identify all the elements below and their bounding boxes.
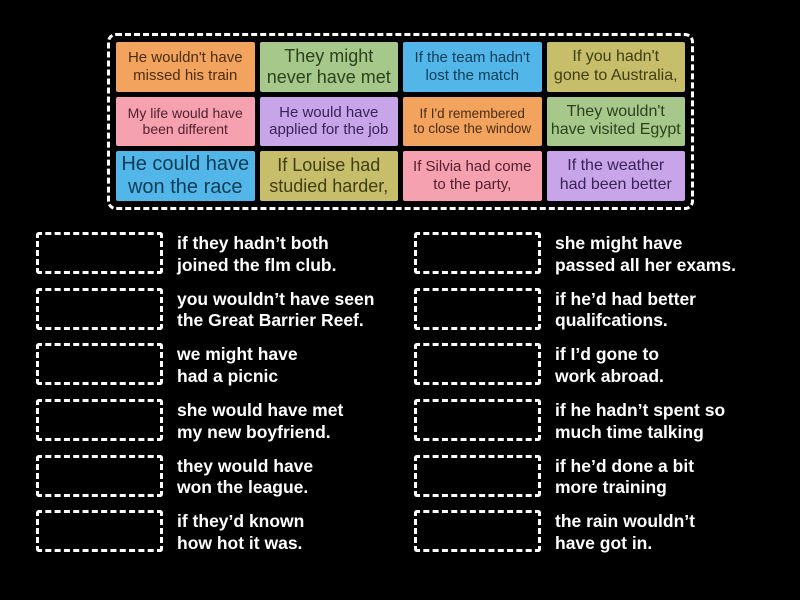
word-tile[interactable]: They wouldn't have visited Egypt	[546, 96, 685, 147]
match-row: if he’d had better qualifcations.	[414, 287, 736, 331]
tile-pool: He wouldn't have missed his train They m…	[107, 33, 694, 210]
match-row: we might have had a picnic	[36, 343, 374, 386]
answer-slot[interactable]	[36, 287, 163, 330]
answer-text: if he hadn’t spent so much time talking	[555, 400, 726, 442]
answer-text: the rain wouldn’t have got in.	[555, 511, 695, 553]
match-row: if he’d done a bit more training	[414, 454, 736, 498]
match-row: if they hadn’t both joined the flm club.	[36, 232, 374, 275]
answer-slot[interactable]	[414, 287, 541, 330]
answer-text: if they hadn’t both joined the flm club.	[177, 233, 337, 275]
answer-text: we might have had a picnic	[177, 344, 298, 386]
answer-slot[interactable]	[414, 232, 541, 274]
word-tile[interactable]: If Louise had studied harder,	[259, 151, 398, 201]
answer-text: if they’d known how hot it was.	[177, 511, 305, 553]
answer-slot[interactable]	[414, 399, 541, 442]
answer-slot[interactable]	[414, 510, 541, 553]
word-tile[interactable]: My life would have been different	[116, 96, 255, 147]
word-tile[interactable]: If I'd remembered to close the window	[403, 96, 542, 147]
answer-slot[interactable]	[36, 232, 163, 274]
word-tile[interactable]: He would have applied for the job	[259, 96, 398, 147]
answer-text: she would have met my new boyfriend.	[177, 400, 344, 442]
answer-text: you wouldn’t have seen the Great Barrier…	[177, 288, 375, 331]
match-row: if he hadn’t spent so much time talking	[414, 399, 736, 442]
match-row: they would have won the league.	[36, 454, 374, 498]
match-row: if I’d gone to work abroad.	[414, 343, 736, 386]
word-tile[interactable]: They might never have met	[259, 42, 398, 92]
match-row: if they’d known how hot it was.	[36, 510, 374, 553]
word-tile[interactable]: If Silvia had come to the party,	[403, 151, 542, 201]
word-tile[interactable]: If you hadn't gone to Australia,	[546, 42, 685, 92]
answer-text: if he’d done a bit more training	[555, 455, 695, 498]
word-tile[interactable]: He could have won the race	[116, 151, 255, 201]
answer-slot[interactable]	[36, 343, 163, 386]
answer-slot[interactable]	[414, 343, 541, 386]
answers-column-left: if they hadn’t both joined the flm club.…	[36, 232, 374, 566]
answer-slot[interactable]	[36, 399, 163, 442]
word-tile[interactable]: If the weather had been better	[546, 151, 685, 201]
match-row: the rain wouldn’t have got in.	[414, 510, 736, 553]
match-row: she might have passed all her exams.	[414, 232, 736, 275]
answer-text: she might have passed all her exams.	[555, 233, 736, 275]
answer-slot[interactable]	[36, 454, 163, 497]
answer-slot[interactable]	[36, 510, 163, 553]
word-tile[interactable]: He wouldn't have missed his train	[116, 42, 255, 92]
match-row: you wouldn’t have seen the Great Barrier…	[36, 287, 375, 331]
answers-column-right: she might have passed all her exams. if …	[414, 232, 736, 566]
answer-text: if he’d had better qualifcations.	[555, 288, 696, 331]
answer-text: they would have won the league.	[177, 455, 314, 498]
match-row: she would have met my new boyfriend.	[36, 399, 374, 442]
answer-text: if I’d gone to work abroad.	[555, 344, 664, 386]
word-tile[interactable]: If the team hadn't lost the match	[403, 42, 542, 92]
answer-slot[interactable]	[414, 454, 541, 497]
